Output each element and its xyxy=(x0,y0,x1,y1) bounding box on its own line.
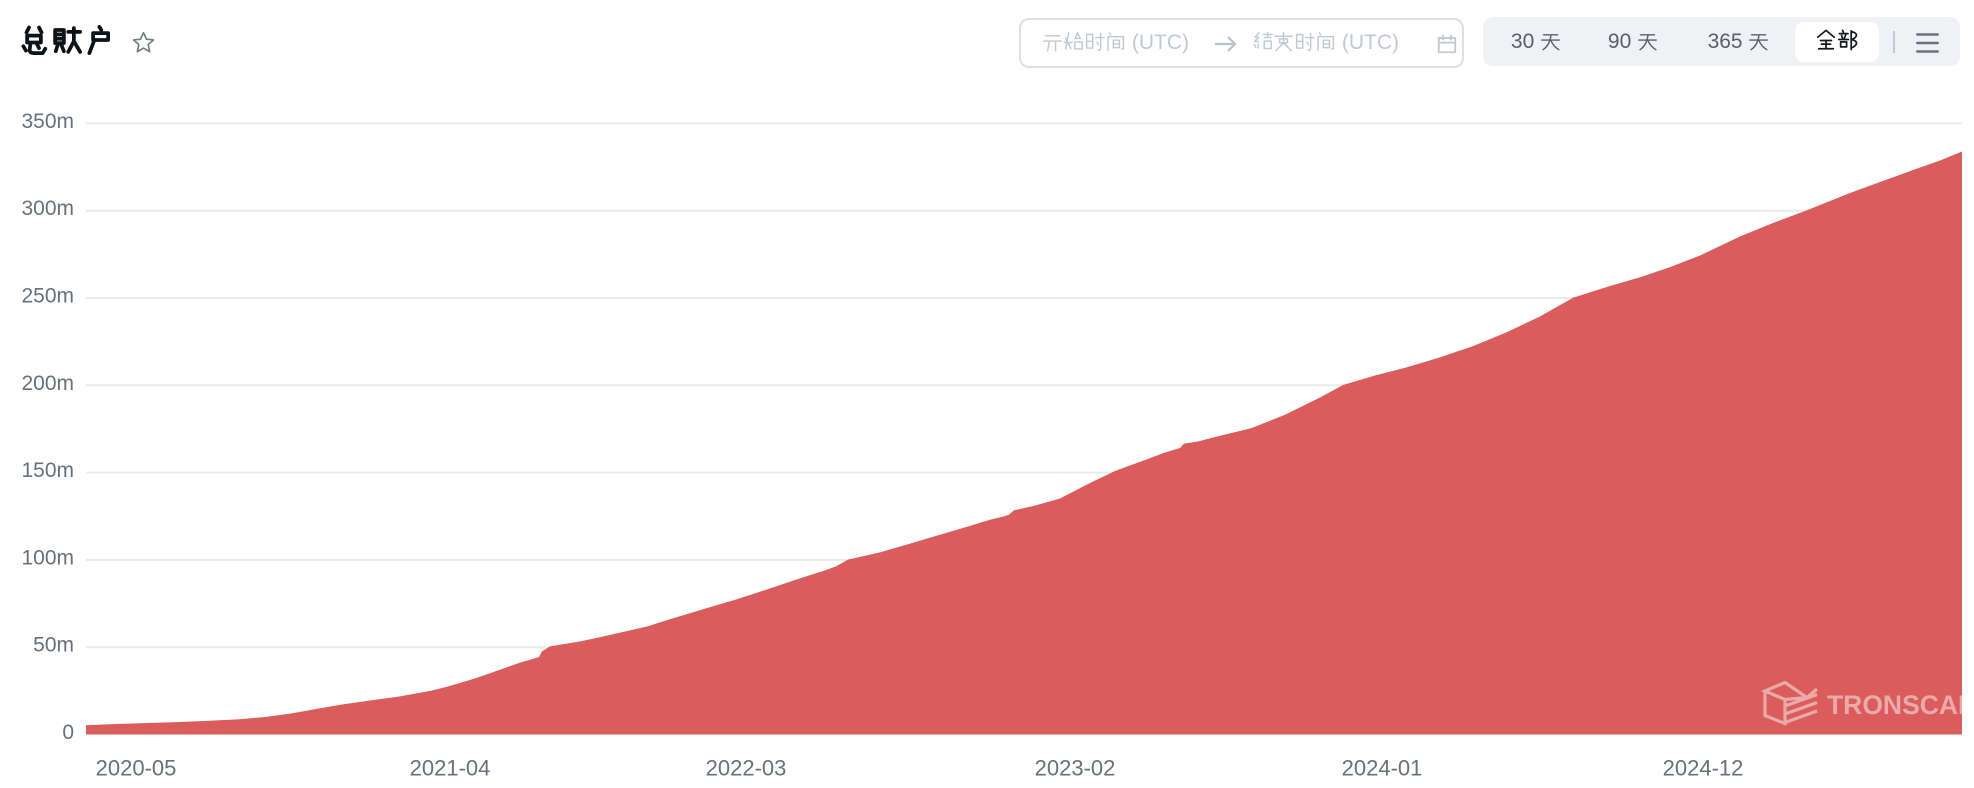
svg-text:2020-05: 2020-05 xyxy=(96,756,177,781)
svg-text:100m: 100m xyxy=(21,546,74,569)
svg-text:2023-02: 2023-02 xyxy=(1035,756,1116,781)
svg-text:50m: 50m xyxy=(33,634,74,657)
svg-text:2022-03: 2022-03 xyxy=(706,756,787,781)
svg-text:150m: 150m xyxy=(21,459,74,482)
svg-text:2021-04: 2021-04 xyxy=(410,756,491,781)
svg-text:2024-12: 2024-12 xyxy=(1663,756,1744,781)
svg-text:200m: 200m xyxy=(21,372,74,395)
svg-text:250m: 250m xyxy=(21,285,74,308)
svg-text:2024-01: 2024-01 xyxy=(1342,756,1423,781)
svg-text:300m: 300m xyxy=(21,197,74,220)
svg-text:TRONSCAN: TRONSCAN xyxy=(1827,690,1974,720)
svg-text:0: 0 xyxy=(62,721,74,744)
svg-text:350m: 350m xyxy=(21,110,74,133)
